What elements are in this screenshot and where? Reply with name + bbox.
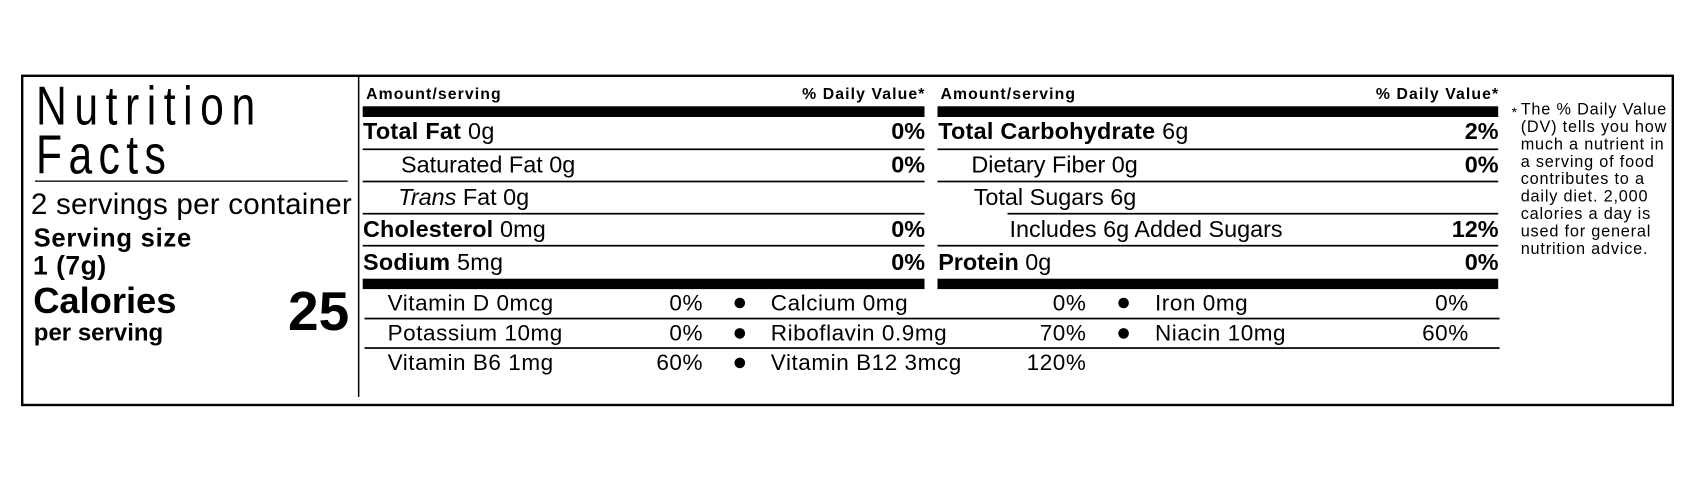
svg-text:Total Sugars 6g: Total Sugars 6g [974, 184, 1137, 210]
svg-text:Calories: Calories [33, 280, 176, 321]
svg-text:Total Fat 0g: Total Fat 0g [363, 118, 495, 144]
svg-text:25: 25 [288, 280, 349, 342]
svg-text:Riboflavin 0.9mg: Riboflavin 0.9mg [771, 320, 947, 345]
svg-text:Vitamin B12 3mcg: Vitamin B12 3mcg [771, 350, 962, 375]
svg-text:Protein 0g: Protein 0g [938, 249, 1051, 275]
svg-text:Trans Fat 0g: Trans Fat 0g [398, 184, 529, 210]
svg-text:0%: 0% [1053, 290, 1087, 315]
svg-text:0%: 0% [891, 216, 925, 242]
svg-text:0%: 0% [1465, 249, 1499, 275]
svg-text:0%: 0% [1465, 152, 1499, 178]
svg-text:% Daily Value*: % Daily Value* [1376, 86, 1499, 103]
svg-text:0%: 0% [891, 152, 925, 178]
svg-text:Includes 6g Added Sugars: Includes 6g Added Sugars [1010, 216, 1283, 242]
svg-text:12%: 12% [1452, 216, 1499, 242]
svg-text:60%: 60% [656, 350, 703, 375]
svg-text:Dietary Fiber 0g: Dietary Fiber 0g [971, 152, 1137, 178]
svg-text:0%: 0% [669, 320, 703, 345]
svg-text:70%: 70% [1040, 320, 1087, 345]
svg-text:contributes to a: contributes to a [1521, 170, 1645, 188]
svg-text:Vitamin D 0mcg: Vitamin D 0mcg [388, 290, 554, 315]
svg-text:0%: 0% [891, 249, 925, 275]
svg-text:Total Carbohydrate 6g: Total Carbohydrate 6g [938, 118, 1188, 144]
svg-text:Amount/serving: Amount/serving [941, 86, 1077, 103]
svg-text:Amount/serving: Amount/serving [366, 86, 502, 103]
svg-text:(DV) tells you how: (DV) tells you how [1521, 118, 1668, 136]
svg-text:2 servings per container: 2 servings per container [31, 188, 352, 221]
svg-text:Vitamin B6 1mg: Vitamin B6 1mg [388, 350, 554, 375]
svg-text:used for general: used for general [1521, 222, 1651, 240]
svg-text:Potassium 10mg: Potassium 10mg [388, 320, 563, 345]
svg-text:daily diet. 2,000: daily diet. 2,000 [1521, 188, 1649, 206]
svg-text:120%: 120% [1027, 350, 1087, 375]
svg-text:Sodium 5mg: Sodium 5mg [363, 249, 503, 275]
svg-text:per serving: per serving [34, 320, 163, 347]
svg-text:calories a day is: calories a day is [1521, 205, 1651, 223]
svg-text:0%: 0% [891, 118, 925, 144]
svg-text:much a nutrient in: much a nutrient in [1521, 135, 1665, 153]
svg-text:The % Daily Value: The % Daily Value [1521, 101, 1667, 119]
svg-text:nutrition advice.: nutrition advice. [1521, 240, 1649, 258]
svg-text:1 (7g): 1 (7g) [33, 251, 107, 281]
svg-text:a serving of food: a serving of food [1521, 153, 1655, 171]
svg-text:% Daily Value*: % Daily Value* [802, 86, 925, 103]
svg-text:Cholesterol 0mg: Cholesterol 0mg [363, 216, 546, 242]
svg-text:Iron 0mg: Iron 0mg [1155, 290, 1248, 315]
svg-text:Saturated Fat 0g: Saturated Fat 0g [401, 152, 575, 178]
svg-text:0%: 0% [1435, 290, 1469, 315]
svg-text:0%: 0% [669, 290, 703, 315]
svg-text:*: * [1512, 104, 1518, 120]
svg-text:Serving size: Serving size [34, 224, 192, 252]
svg-text:Facts: Facts [36, 126, 166, 186]
svg-text:Niacin 10mg: Niacin 10mg [1155, 320, 1286, 345]
svg-text:Calcium 0mg: Calcium 0mg [771, 290, 908, 315]
svg-text:2%: 2% [1465, 118, 1499, 144]
svg-text:60%: 60% [1422, 320, 1469, 345]
